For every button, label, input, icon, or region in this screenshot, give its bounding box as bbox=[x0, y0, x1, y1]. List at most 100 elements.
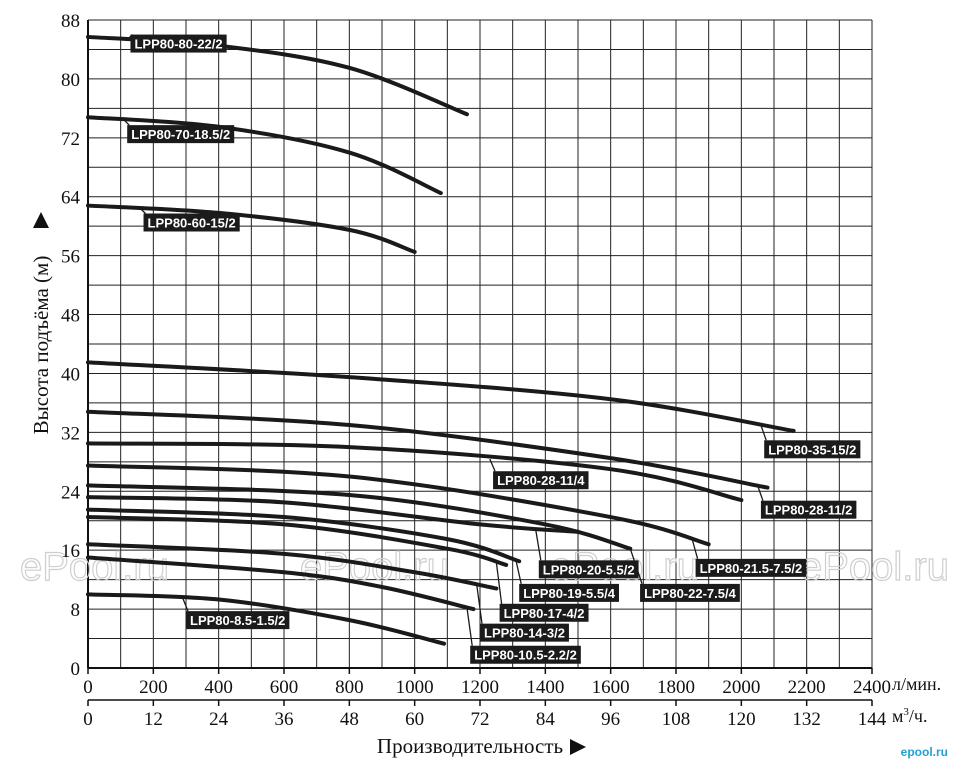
series-labels: LPP80-80-22/2 LPP80-70-18.5/2 LPP80-60-15/… bbox=[123, 34, 861, 664]
x-tick-label: 1800 bbox=[657, 677, 695, 698]
x2-tick-label: 36 bbox=[275, 709, 294, 730]
series-label-box bbox=[480, 623, 569, 642]
x-tick-label: 200 bbox=[139, 677, 168, 698]
series-curve bbox=[86, 409, 770, 490]
x-tick-label: 2000 bbox=[722, 677, 760, 698]
series-label-text: LPP80-20-5.5/2 bbox=[543, 562, 635, 577]
y-tick-label: 8 bbox=[71, 600, 81, 621]
x2-tick-label: 60 bbox=[405, 709, 424, 730]
series-label: LPP80-20-5.5/2 bbox=[534, 528, 639, 579]
y-tick-label: 72 bbox=[61, 129, 80, 150]
series-label-text: LPP80-28-11/2 bbox=[765, 503, 852, 518]
watermark: ePool.ru bbox=[800, 545, 949, 589]
y-tick-label: 88 bbox=[61, 11, 80, 32]
series-leader-line bbox=[139, 208, 146, 214]
y-tick-label: 40 bbox=[61, 364, 80, 385]
series-label: LPP80-22-7.5/4 bbox=[629, 548, 740, 602]
series-label-text: LPP80-60-15/2 bbox=[148, 216, 236, 231]
curves bbox=[86, 34, 796, 646]
series-leader-line bbox=[534, 528, 542, 561]
series-curve bbox=[86, 360, 796, 433]
ticks: 0816243240485664728088002001240024600368… bbox=[61, 11, 891, 730]
series-label-text: LPP80-22-7.5/4 bbox=[644, 586, 737, 601]
x2-tick-label: 72 bbox=[471, 709, 490, 730]
series-label-text: LPP80-80-22/2 bbox=[134, 37, 222, 52]
series-curve bbox=[86, 495, 580, 534]
series-leader-line bbox=[760, 425, 767, 441]
y-tick-label: 0 bbox=[71, 659, 81, 680]
series-label-box bbox=[493, 471, 589, 490]
series-label: LPP80-14-3/2 bbox=[476, 584, 569, 642]
series-label-box bbox=[143, 213, 240, 232]
series-leader-line bbox=[466, 607, 473, 646]
series-label-text: LPP80-17-4/2 bbox=[504, 606, 585, 621]
series-label-text: LPP80-8.5-1.5/2 bbox=[190, 613, 285, 628]
series-label-text: LPP80-14-3/2 bbox=[484, 626, 565, 641]
y-tick-label: 80 bbox=[61, 70, 80, 91]
x2-tick-label: 24 bbox=[209, 709, 229, 730]
x2-tick-label: 96 bbox=[601, 709, 620, 730]
series-curve bbox=[86, 441, 744, 503]
series-leader-line bbox=[182, 597, 189, 612]
series-label: LPP80-21.5-7.5/2 bbox=[691, 539, 807, 577]
x-tick-label: 400 bbox=[204, 677, 233, 698]
series-leader-line bbox=[123, 119, 130, 126]
x-tick-label: 1200 bbox=[461, 677, 499, 698]
series-label: LPP80-70-18.5/2 bbox=[123, 119, 235, 144]
series-label-text: LPP80-10.5-2.2/2 bbox=[474, 648, 577, 663]
series-label-box bbox=[695, 558, 807, 577]
series-curve bbox=[86, 463, 711, 547]
series-label-box bbox=[519, 583, 619, 602]
watermark: ePool.ru bbox=[20, 545, 169, 589]
x-tick-label: 1000 bbox=[396, 677, 434, 698]
x-unit-label: л/мин. bbox=[892, 674, 941, 694]
series-label-text: LPP80-28-11/4 bbox=[497, 473, 585, 488]
series-label: LPP80-17-4/2 bbox=[495, 562, 589, 622]
series-label-box bbox=[499, 603, 589, 622]
x2-tick-label: 144 bbox=[858, 709, 887, 730]
x-tick-label: 2200 bbox=[788, 677, 826, 698]
series-label-box bbox=[130, 34, 227, 53]
x2-tick-label: 0 bbox=[83, 709, 93, 730]
y-tick-label: 64 bbox=[61, 188, 81, 209]
y-tick-label: 16 bbox=[61, 541, 80, 562]
series-curve bbox=[86, 542, 499, 591]
x-tick-label: 1400 bbox=[526, 677, 564, 698]
x-tick-label: 1600 bbox=[592, 677, 630, 698]
series-label-text: LPP80-21.5-7.5/2 bbox=[700, 561, 803, 576]
x2-unit-label: м3/ч. bbox=[892, 706, 927, 726]
series-label-box bbox=[640, 583, 740, 602]
x-tick-label: 0 bbox=[83, 677, 93, 698]
series-label-box bbox=[127, 125, 235, 144]
series-label: LPP80-60-15/2 bbox=[139, 208, 240, 232]
x2-tick-label: 12 bbox=[144, 709, 163, 730]
series-leader-line bbox=[691, 539, 699, 560]
series-curve bbox=[86, 203, 417, 254]
series-label-text: LPP80-70-18.5/2 bbox=[131, 127, 230, 142]
series-label: LPP80-28-11/2 bbox=[757, 485, 857, 519]
x-tick-label: 800 bbox=[335, 677, 364, 698]
series-curve bbox=[86, 555, 476, 612]
series-leader-line bbox=[757, 485, 764, 501]
series-leader-line bbox=[495, 562, 503, 604]
series-label: LPP80-8.5-1.5/2 bbox=[182, 597, 290, 630]
series-leader-line bbox=[476, 584, 483, 624]
series-leader-line bbox=[515, 560, 522, 585]
y-axis-arrow-icon bbox=[33, 212, 49, 228]
x2-tick-label: 132 bbox=[792, 709, 821, 730]
series-label: LPP80-10.5-2.2/2 bbox=[466, 607, 581, 664]
series-label: LPP80-28-11/4 bbox=[489, 458, 589, 490]
series-label-box bbox=[186, 611, 290, 630]
x2-tick-label: 48 bbox=[340, 709, 359, 730]
x-tick-label: 600 bbox=[270, 677, 299, 698]
series-curve bbox=[86, 115, 443, 196]
series-label-box bbox=[764, 440, 861, 459]
x-axis-arrow-icon bbox=[570, 739, 586, 755]
y-tick-label: 32 bbox=[61, 423, 80, 444]
series-label-text: LPP80-19-5.5/4 bbox=[523, 586, 616, 601]
x-tick-label: 2400 bbox=[853, 677, 891, 698]
y-axis-title: Высота подъёма (м) bbox=[29, 256, 53, 435]
series-curve bbox=[86, 592, 447, 646]
series-leader-line bbox=[126, 34, 133, 41]
